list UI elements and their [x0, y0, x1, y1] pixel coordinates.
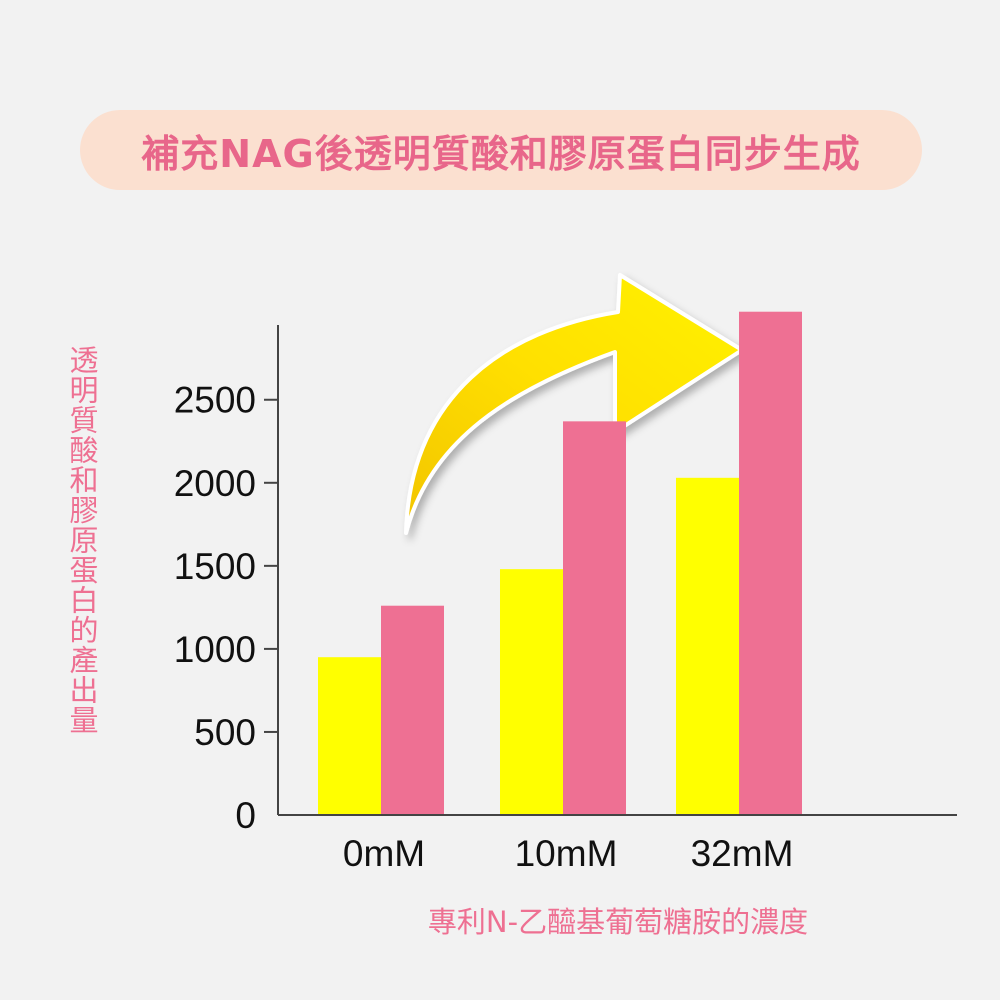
x-category-label-0mM: 0mM: [343, 833, 425, 874]
x-category-label-10mM: 10mM: [515, 833, 618, 874]
y-tick-label-2500: 2500: [174, 380, 256, 421]
bar-pink-32mM: [739, 311, 802, 815]
title-banner: 補充NAG後透明質酸和膠原蛋白同步生成: [80, 110, 922, 190]
bar-pink-10mM: [563, 421, 626, 815]
y-tick-label-0: 0: [235, 795, 256, 836]
x-axis-title: 專利N-乙醯基葡萄糖胺的濃度: [428, 905, 808, 939]
bar-pink-0mM: [381, 605, 444, 815]
y-tick-label-500: 500: [194, 712, 256, 753]
growth-arrow-icon: [404, 273, 744, 535]
chart-title: 補充NAG後透明質酸和膠原蛋白同步生成: [141, 131, 861, 176]
y-tick-label-2000: 2000: [174, 463, 256, 504]
y-axis-title: 透明質酸和膠原蛋白的產出量: [65, 345, 99, 735]
bar-yellow-10mM: [500, 569, 563, 815]
bar-yellow-32mM: [676, 477, 739, 815]
y-tick-label-1500: 1500: [174, 546, 256, 587]
x-category-label-32mM: 32mM: [691, 833, 794, 874]
y-tick-label-1000: 1000: [174, 629, 256, 670]
bar-yellow-0mM: [318, 657, 381, 815]
